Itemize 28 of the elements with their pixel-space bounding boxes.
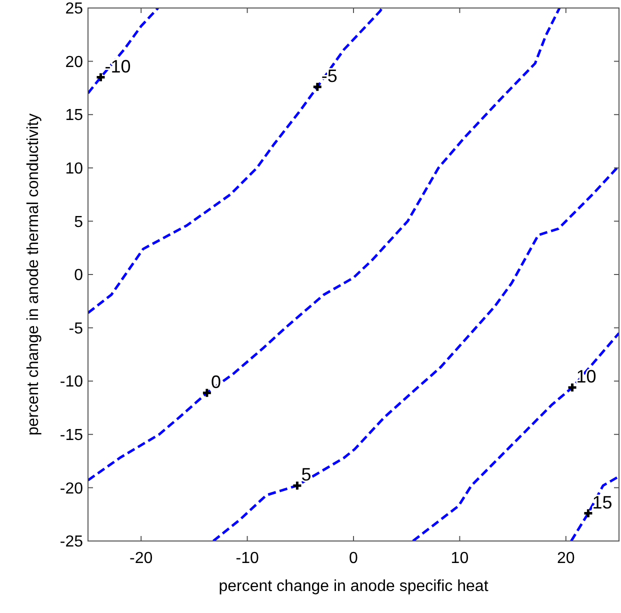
annotation: -5 xyxy=(321,66,338,86)
y-tick-label: -20 xyxy=(60,480,84,498)
y-tick-label: 20 xyxy=(65,54,84,71)
line-series xyxy=(88,8,160,95)
line-series xyxy=(88,8,561,482)
x-axis-title: percent change in anode specific heat xyxy=(218,578,489,595)
y-tick-label: -25 xyxy=(60,534,84,551)
x-tick-label: -10 xyxy=(236,550,259,567)
x-tick-label: 20 xyxy=(557,550,575,567)
x-tick-label: -20 xyxy=(130,550,153,567)
y-tick-label: 0 xyxy=(74,267,84,284)
y-tick-label: -15 xyxy=(60,427,84,444)
x-tick-label: 10 xyxy=(450,550,469,567)
line-series xyxy=(412,332,619,541)
line-series xyxy=(570,476,619,541)
annotation: 10 xyxy=(576,366,596,386)
line-series xyxy=(88,8,384,314)
annotation: -10 xyxy=(104,56,131,76)
annotation: 15 xyxy=(592,492,612,512)
x-tick-label: 0 xyxy=(349,550,358,567)
y-tick-label: -5 xyxy=(68,320,84,338)
y-tick-label: 15 xyxy=(65,107,84,124)
y-tick-label: 5 xyxy=(74,214,84,231)
annotation: 5 xyxy=(301,464,312,485)
y-tick-label: -10 xyxy=(60,374,84,391)
y-tick-label: 25 xyxy=(65,0,84,18)
y-axis-title: percent change in anode thermal conductivity xyxy=(25,114,42,436)
y-tick-label: 10 xyxy=(65,160,84,178)
